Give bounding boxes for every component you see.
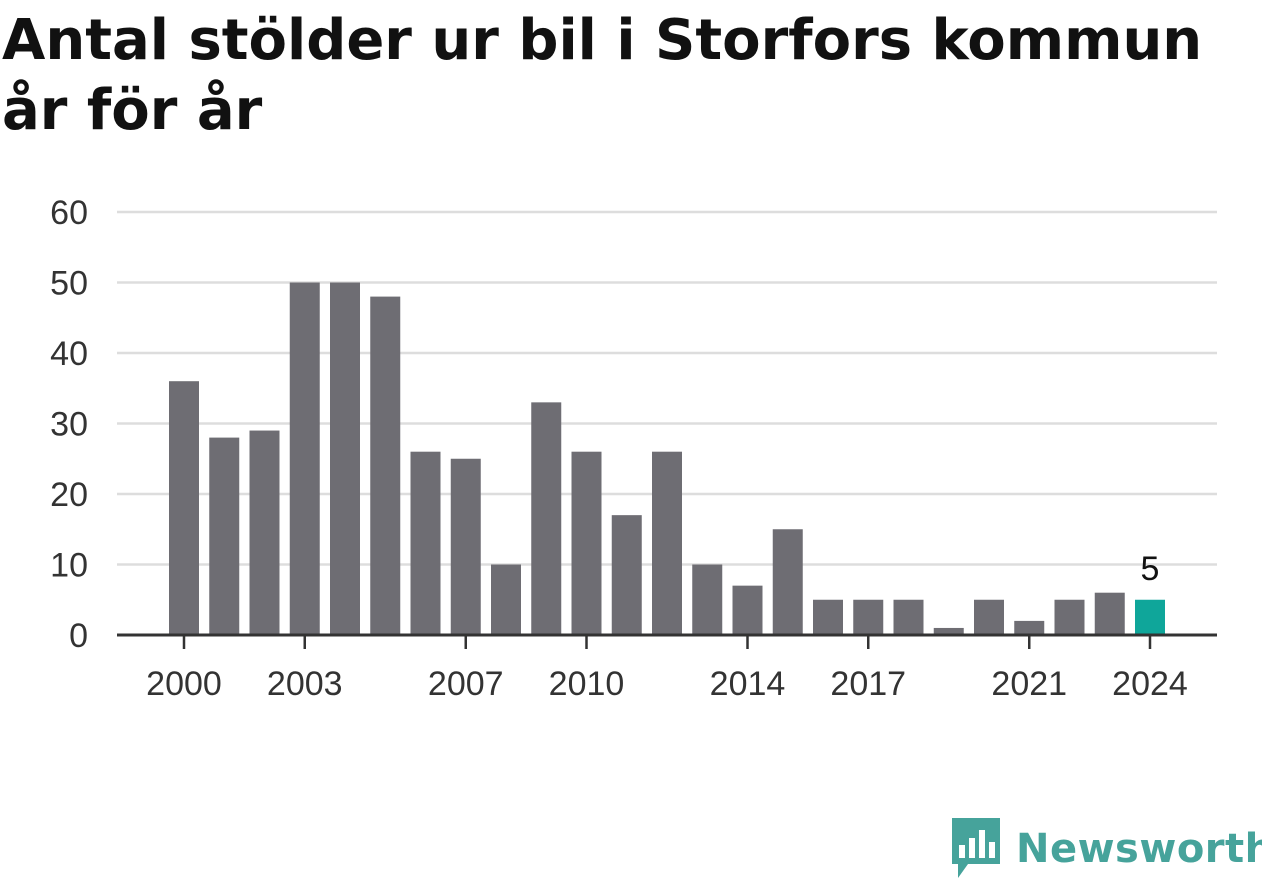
bar <box>330 282 360 635</box>
bar <box>893 599 924 635</box>
bar <box>410 451 441 635</box>
y-tick-label: 20 <box>50 476 88 514</box>
bar <box>370 296 401 635</box>
data-label: 5 <box>1141 550 1160 588</box>
bar <box>571 451 602 635</box>
bar <box>491 564 521 635</box>
x-tick-label: 2021 <box>991 665 1067 703</box>
bar <box>933 627 964 635</box>
bar <box>732 585 763 635</box>
bar <box>692 564 723 635</box>
bar <box>611 515 642 635</box>
bar <box>1014 620 1045 635</box>
brand-name: Newsworthy <box>1016 826 1262 872</box>
x-tick-label: 2000 <box>146 665 222 703</box>
bar <box>813 599 843 635</box>
y-tick-label: 60 <box>50 194 88 232</box>
y-tick-label: 30 <box>50 406 88 444</box>
bar <box>249 430 280 635</box>
x-tick-label: 2007 <box>428 665 504 703</box>
newsworthy-logo-icon <box>952 818 1000 878</box>
y-tick-label: 10 <box>50 547 88 585</box>
bar <box>1054 599 1085 635</box>
x-tick-label: 2010 <box>549 665 625 703</box>
bar <box>853 599 884 635</box>
bar <box>772 529 803 635</box>
x-tick-label: 2003 <box>267 665 343 703</box>
bar <box>450 458 481 635</box>
bar <box>169 381 199 635</box>
chart-title: Antal stölder ur bil i Storfors kommun å… <box>2 8 1203 143</box>
bar-chart: 0 10 20 30 40 50 60 5 2000 2003 2007 2010 2014 2017 20… <box>50 194 1217 703</box>
y-tick-label: 50 <box>50 265 88 303</box>
bar <box>1094 592 1125 635</box>
bar <box>209 437 240 635</box>
bar <box>531 402 562 635</box>
y-tick-label: 40 <box>50 335 88 373</box>
newsworthy-logo: Newsworthy <box>950 818 1262 880</box>
x-tick-label: 2024 <box>1112 665 1188 703</box>
y-tick-label: 0 <box>69 617 88 655</box>
bar-highlight <box>1135 599 1165 635</box>
x-tick-label: 2014 <box>710 665 786 703</box>
bar <box>289 282 320 635</box>
bar <box>974 599 1004 635</box>
bar <box>652 451 682 635</box>
x-tick-label: 2017 <box>830 665 906 703</box>
